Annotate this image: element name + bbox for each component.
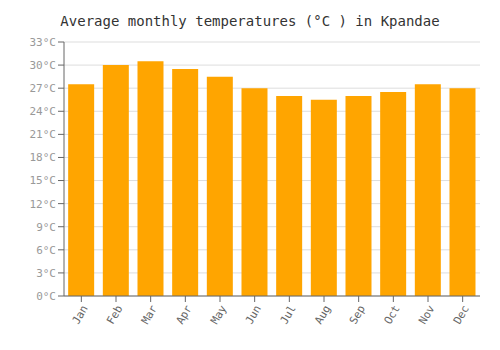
svg-text:Oct: Oct xyxy=(381,303,402,327)
svg-text:21°C: 21°C xyxy=(30,128,57,141)
svg-text:33°C: 33°C xyxy=(30,36,57,49)
svg-text:15°C: 15°C xyxy=(30,174,57,187)
svg-text:Jul: Jul xyxy=(277,303,298,327)
svg-text:9°C: 9°C xyxy=(36,221,56,234)
svg-text:Mar: Mar xyxy=(139,303,160,327)
svg-text:Sep: Sep xyxy=(347,303,368,327)
svg-text:Aug: Aug xyxy=(312,303,333,327)
svg-text:18°C: 18°C xyxy=(30,151,57,164)
svg-text:May: May xyxy=(208,303,229,327)
svg-text:27°C: 27°C xyxy=(30,82,57,95)
svg-text:Nov: Nov xyxy=(416,303,437,327)
svg-text:24°C: 24°C xyxy=(30,105,57,118)
svg-text:3°C: 3°C xyxy=(36,267,56,280)
svg-text:12°C: 12°C xyxy=(30,198,57,211)
svg-text:0°C: 0°C xyxy=(36,290,56,303)
svg-text:Apr: Apr xyxy=(173,303,194,327)
svg-text:30°C: 30°C xyxy=(30,59,57,72)
svg-text:Feb: Feb xyxy=(104,303,125,327)
html-text:Average monthly temperatures (: Average monthly temperatures (°C ) in Kp… xyxy=(60,13,440,29)
svg-text:Jan: Jan xyxy=(69,303,90,327)
svg-text:6°C: 6°C xyxy=(36,244,56,257)
svg-text:Jun: Jun xyxy=(243,303,264,327)
svg-text:Dec: Dec xyxy=(451,303,472,327)
